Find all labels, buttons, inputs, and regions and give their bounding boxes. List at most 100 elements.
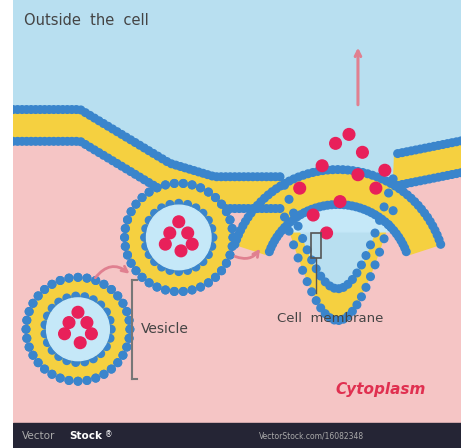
Circle shape bbox=[181, 164, 189, 172]
Circle shape bbox=[380, 235, 388, 242]
Circle shape bbox=[108, 365, 115, 373]
Text: Cytoplasm: Cytoplasm bbox=[336, 382, 426, 397]
Circle shape bbox=[208, 242, 216, 250]
Circle shape bbox=[175, 245, 187, 257]
Circle shape bbox=[353, 301, 361, 309]
Circle shape bbox=[132, 200, 140, 208]
Circle shape bbox=[124, 251, 131, 259]
Circle shape bbox=[72, 292, 80, 300]
Circle shape bbox=[186, 197, 193, 205]
Circle shape bbox=[180, 288, 187, 295]
Circle shape bbox=[389, 207, 397, 215]
Circle shape bbox=[158, 187, 166, 194]
Circle shape bbox=[430, 142, 438, 150]
Circle shape bbox=[205, 216, 212, 224]
Circle shape bbox=[295, 173, 302, 181]
Circle shape bbox=[228, 225, 236, 233]
Bar bbox=[13, 423, 461, 448]
Circle shape bbox=[65, 274, 73, 282]
Circle shape bbox=[151, 258, 158, 265]
Circle shape bbox=[192, 204, 200, 211]
Circle shape bbox=[283, 221, 291, 228]
Circle shape bbox=[448, 171, 456, 178]
Circle shape bbox=[86, 328, 97, 340]
Circle shape bbox=[123, 343, 130, 351]
Circle shape bbox=[77, 106, 85, 114]
Circle shape bbox=[153, 283, 161, 291]
Circle shape bbox=[197, 184, 204, 192]
Circle shape bbox=[168, 192, 175, 199]
Circle shape bbox=[226, 216, 234, 224]
Circle shape bbox=[412, 178, 419, 185]
Circle shape bbox=[261, 194, 268, 202]
Circle shape bbox=[263, 205, 270, 212]
Circle shape bbox=[358, 293, 365, 301]
Circle shape bbox=[138, 194, 146, 202]
Circle shape bbox=[41, 330, 49, 338]
Circle shape bbox=[197, 283, 204, 291]
Circle shape bbox=[100, 120, 107, 127]
Circle shape bbox=[371, 261, 379, 269]
Circle shape bbox=[41, 286, 48, 293]
Circle shape bbox=[294, 182, 306, 194]
Circle shape bbox=[162, 181, 169, 189]
Circle shape bbox=[356, 146, 368, 158]
Circle shape bbox=[444, 172, 451, 179]
Circle shape bbox=[218, 205, 225, 212]
Circle shape bbox=[226, 216, 234, 224]
Circle shape bbox=[190, 198, 198, 206]
Circle shape bbox=[23, 335, 31, 342]
Circle shape bbox=[249, 205, 256, 212]
Circle shape bbox=[316, 203, 323, 211]
Circle shape bbox=[367, 241, 374, 249]
Circle shape bbox=[343, 129, 355, 140]
Circle shape bbox=[352, 169, 364, 181]
Circle shape bbox=[421, 144, 428, 152]
Circle shape bbox=[146, 216, 153, 224]
Circle shape bbox=[435, 236, 443, 243]
Circle shape bbox=[236, 173, 243, 181]
Circle shape bbox=[41, 106, 48, 113]
Circle shape bbox=[229, 233, 237, 241]
Circle shape bbox=[272, 205, 279, 212]
Circle shape bbox=[439, 141, 447, 148]
Circle shape bbox=[138, 194, 146, 202]
Circle shape bbox=[362, 252, 370, 259]
Circle shape bbox=[36, 138, 44, 145]
Circle shape bbox=[162, 286, 169, 294]
Circle shape bbox=[309, 169, 317, 177]
Circle shape bbox=[74, 377, 82, 385]
Circle shape bbox=[109, 125, 116, 133]
Circle shape bbox=[344, 202, 352, 209]
Circle shape bbox=[457, 137, 465, 145]
Circle shape bbox=[146, 188, 153, 196]
Circle shape bbox=[124, 251, 131, 259]
Polygon shape bbox=[13, 112, 461, 318]
Circle shape bbox=[90, 355, 97, 362]
Circle shape bbox=[25, 343, 33, 351]
Circle shape bbox=[376, 216, 383, 224]
Circle shape bbox=[433, 231, 441, 239]
Circle shape bbox=[213, 205, 220, 212]
Circle shape bbox=[83, 377, 91, 384]
Circle shape bbox=[330, 138, 341, 149]
Circle shape bbox=[380, 203, 388, 211]
Circle shape bbox=[367, 273, 374, 280]
Circle shape bbox=[276, 205, 284, 212]
Circle shape bbox=[228, 225, 236, 233]
Circle shape bbox=[166, 201, 174, 208]
Circle shape bbox=[212, 273, 219, 281]
Circle shape bbox=[92, 277, 100, 284]
Circle shape bbox=[41, 138, 48, 145]
Circle shape bbox=[375, 213, 383, 221]
Circle shape bbox=[387, 224, 395, 231]
Circle shape bbox=[218, 267, 225, 275]
Circle shape bbox=[332, 201, 339, 208]
Circle shape bbox=[387, 180, 395, 187]
Circle shape bbox=[348, 276, 356, 283]
Circle shape bbox=[158, 263, 165, 271]
Circle shape bbox=[199, 169, 207, 177]
Circle shape bbox=[121, 233, 128, 241]
Circle shape bbox=[86, 143, 94, 151]
Circle shape bbox=[128, 259, 135, 267]
